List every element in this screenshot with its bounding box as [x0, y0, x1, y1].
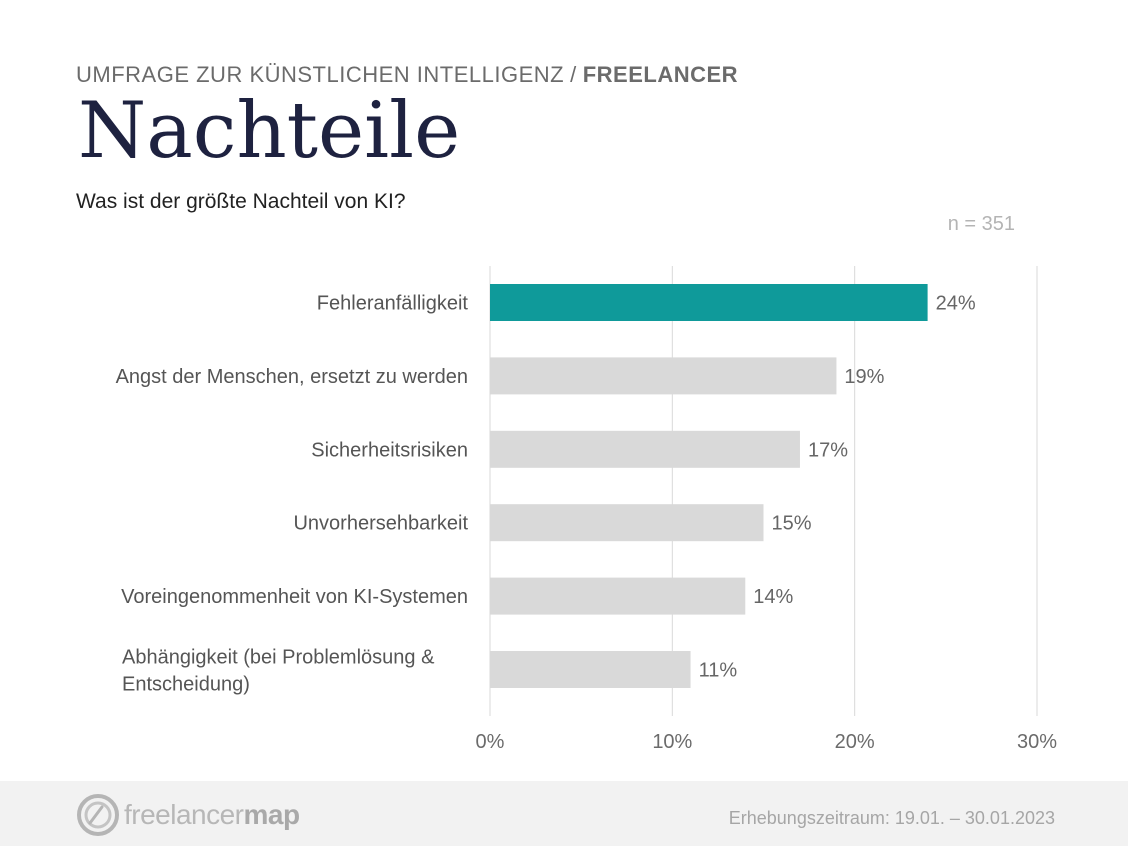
data-label: 14% — [753, 586, 793, 608]
freelancermap-logo[interactable]: freelancermap — [76, 793, 300, 837]
footer: freelancermap Erhebungszeitraum: 19.01. … — [0, 781, 1128, 846]
kicker-accent: FREELANCER — [582, 62, 739, 87]
x-tick-label: 30% — [1017, 731, 1057, 753]
category-label: Sicherheitsrisiken — [311, 439, 468, 461]
sample-size: n = 351 — [947, 213, 1015, 235]
data-label: 19% — [844, 366, 884, 388]
bar — [490, 651, 691, 688]
page-title: Nachteile — [78, 86, 461, 176]
logo-text-bold: map — [243, 799, 301, 830]
freelancermap-logo-icon — [77, 794, 119, 836]
category-label: Abhängigkeit (bei Problemlösung & Entsche… — [122, 647, 435, 696]
logo-text: freelancermap — [124, 799, 300, 831]
data-label: 11% — [699, 660, 738, 682]
data-label: 15% — [772, 513, 812, 535]
bar — [490, 284, 928, 321]
category-label: Voreingenommenheit von KI-Systemen — [121, 586, 468, 608]
bar — [490, 430, 800, 468]
kicker-separator: / — [570, 62, 577, 87]
x-tick-label: 10% — [652, 731, 692, 753]
survey-period: Erhebungszeitraum: 19.01. – 30.01.2023 — [728, 808, 1055, 828]
data-label: 24% — [936, 293, 976, 315]
header-kicker: UMFRAGE ZUR KÜNSTLICHEN INTELLIGENZ / FREE… — [76, 62, 738, 88]
logo-text-light: freelancer — [124, 799, 244, 830]
x-tick-label: 20% — [835, 731, 875, 753]
bar-chart: 0% 10% 20% 30% 24% Fehleranfälligkeit 19% Angst… — [116, 266, 1057, 753]
survey-question: Was ist der größte Nachteil von KI? — [76, 190, 406, 213]
x-tick-label: 0% — [476, 731, 505, 753]
kicker-text: UMFRAGE ZUR KÜNSTLICHEN INTELLIGENZ — [76, 62, 565, 87]
category-label: Unvorhersehbarkeit — [293, 513, 468, 535]
bar — [490, 504, 764, 542]
category-label: Angst der Menschen, ersetzt zu werden — [116, 366, 468, 388]
data-label: 17% — [808, 439, 848, 461]
bar — [490, 577, 746, 615]
bar — [490, 357, 837, 395]
category-label: Fehleranfälligkeit — [317, 293, 469, 315]
